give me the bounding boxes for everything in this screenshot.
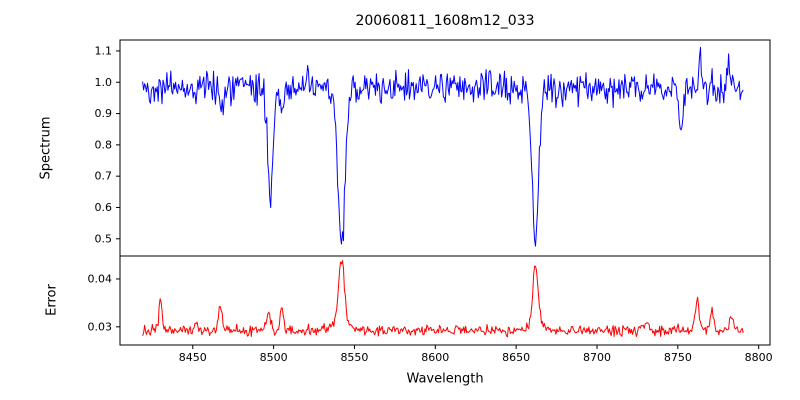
error-axes-frame xyxy=(119,255,771,346)
y-tick-label: 0.8 xyxy=(95,138,113,151)
x-tick-label: 8600 xyxy=(421,351,449,364)
y-tick-label: 0.6 xyxy=(95,201,113,214)
y-axis-label-spectrum: Spectrum xyxy=(38,116,54,180)
spectrum-axes-frame xyxy=(119,39,771,257)
x-tick-label: 8800 xyxy=(745,351,773,364)
x-tick-label: 8650 xyxy=(502,351,530,364)
x-tick-label: 8750 xyxy=(664,351,692,364)
x-tick-label: 8550 xyxy=(340,351,368,364)
x-tick-label: 8450 xyxy=(179,351,207,364)
x-axis-label: Wavelength xyxy=(406,371,484,387)
y-tick-label: 0.9 xyxy=(95,107,113,120)
x-tick-label: 8700 xyxy=(583,351,611,364)
error-line xyxy=(142,260,744,338)
y-tick-label: 0.03 xyxy=(88,320,113,333)
y-axis-label-error: Error xyxy=(44,284,60,316)
y-tick-label: 0.04 xyxy=(88,272,113,285)
y-tick-label: 1.0 xyxy=(95,76,113,89)
y-tick-label: 0.5 xyxy=(95,232,113,245)
chart-title: 20060811_1608m12_033 xyxy=(355,13,535,29)
spectrum-line xyxy=(142,46,744,247)
y-tick-label: 0.7 xyxy=(95,170,113,183)
y-tick-label: 1.1 xyxy=(95,44,113,57)
x-tick-label: 8500 xyxy=(260,351,288,364)
